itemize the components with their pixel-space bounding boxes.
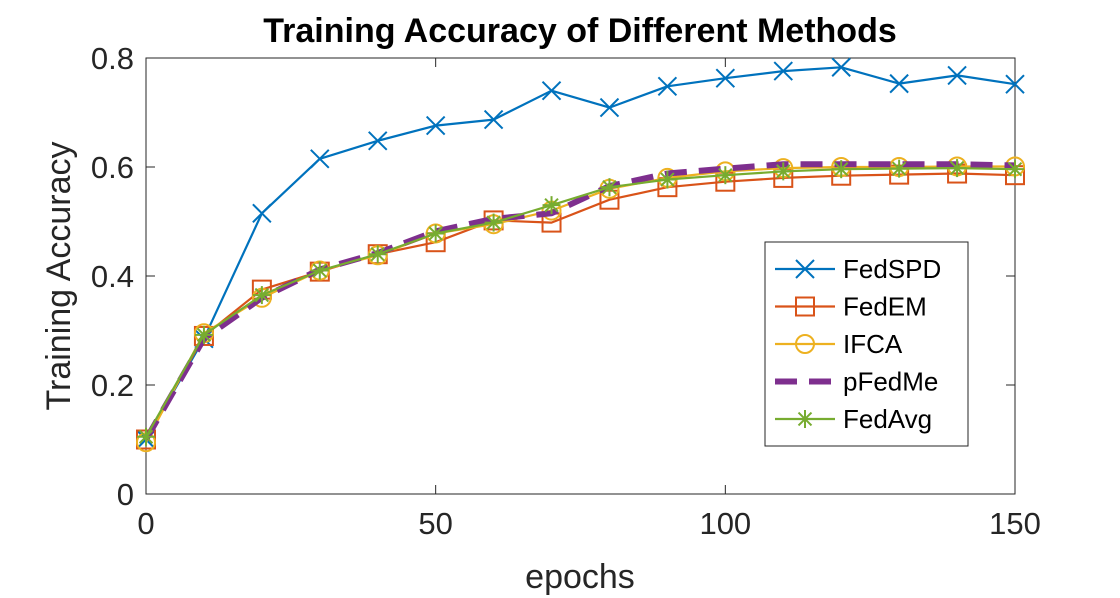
data-point-x: [310, 149, 330, 169]
y-axis-label: Training Accuracy: [40, 142, 78, 411]
data-point-x: [252, 203, 272, 224]
x-tick-label: 150: [989, 506, 1041, 541]
series-line-fedavg: [145, 167, 1016, 438]
legend-label-pfedme: pFedMe: [843, 367, 938, 397]
y-tick-label: 0: [117, 477, 134, 512]
series-line-fedspd: [145, 66, 1016, 441]
data-point-x: [889, 73, 909, 94]
data-point-x: [541, 80, 562, 101]
x-tick-label: 50: [418, 506, 452, 541]
data-point-asterisk: [486, 215, 501, 230]
data-point-x: [425, 115, 446, 136]
data-point-asterisk: [776, 164, 791, 179]
data-point-x: [657, 76, 678, 97]
legend-item-fedem: FedEM: [775, 292, 927, 322]
x-tick-label: 100: [699, 506, 751, 541]
legend-item-pfedme: pFedMe: [775, 367, 938, 397]
data-point-x: [599, 97, 620, 118]
y-tick-label: 0.4: [91, 259, 134, 294]
legend-label-ifca: IFCA: [843, 329, 903, 359]
y-tick-label: 0.8: [91, 41, 134, 76]
legend-item-ifca: IFCA: [775, 329, 903, 359]
data-point-square: [795, 296, 815, 317]
data-point-x: [947, 65, 967, 86]
data-point-asterisk: [718, 167, 733, 183]
data-point-asterisk: [312, 263, 327, 278]
data-point-asterisk: [1007, 161, 1023, 177]
y-tick-label: 0.6: [91, 150, 134, 185]
axes: 0 50 100 150 0 0.2 0.4 0.6 0.8: [91, 41, 1041, 541]
data-point-asterisk: [949, 160, 965, 176]
data-point-asterisk: [370, 247, 385, 262]
legend: FedSPD FedEM IFCA pFedMe FedAvg: [764, 241, 969, 447]
series-layer: [136, 57, 1025, 453]
series-fedavg: [137, 159, 1024, 446]
data-point-asterisk: [891, 161, 907, 176]
data-point-x: [483, 109, 504, 130]
data-point-asterisk: [602, 179, 617, 195]
x-tick-label: 0: [137, 506, 154, 541]
data-point-asterisk: [834, 161, 849, 177]
data-point-asterisk: [428, 226, 443, 241]
y-tick-label: 0.2: [91, 368, 134, 403]
legend-label-fedavg: FedAvg: [843, 404, 932, 434]
legend-label-fedem: FedEM: [843, 292, 927, 322]
legend-item-fedspd: FedSPD: [775, 254, 941, 284]
data-point-asterisk: [254, 287, 270, 303]
legend-item-fedavg: FedAvg: [775, 404, 932, 434]
x-axis-label: epochs: [525, 558, 635, 596]
data-point-asterisk: [196, 327, 212, 343]
data-point-asterisk: [138, 429, 154, 444]
data-point-x: [795, 259, 815, 279]
legend-label-fedspd: FedSPD: [843, 254, 941, 284]
data-point-circle: [795, 334, 815, 354]
data-point-x: [773, 61, 793, 81]
chart-title: Training Accuracy of Different Methods: [263, 12, 897, 50]
data-point-asterisk: [544, 197, 559, 213]
data-point-asterisk: [797, 411, 813, 427]
data-point-x: [831, 57, 851, 77]
data-point-x: [715, 68, 736, 88]
data-point-x: [1005, 74, 1025, 94]
data-point-asterisk: [660, 172, 675, 187]
data-point-x: [368, 131, 388, 151]
